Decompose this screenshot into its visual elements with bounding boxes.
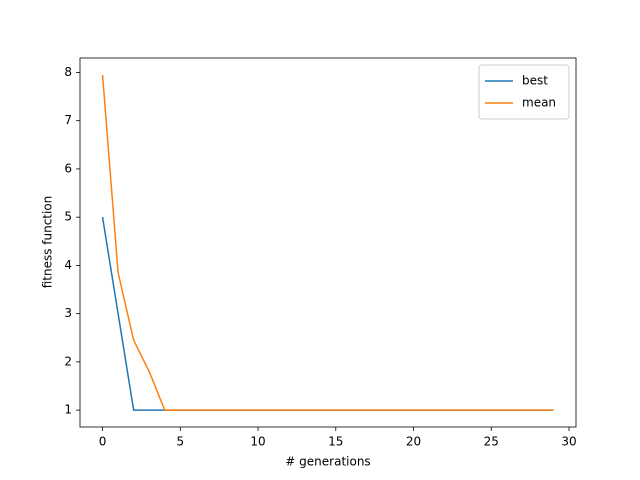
y-tick-label: 8: [64, 65, 72, 79]
x-tick-label: 0: [99, 435, 107, 449]
y-tick-label: 7: [64, 113, 72, 127]
x-tick-label: 5: [176, 435, 184, 449]
y-tick-label: 6: [64, 161, 72, 175]
x-tick-label: 20: [406, 435, 421, 449]
x-tick-label: 15: [328, 435, 343, 449]
legend-label: mean: [522, 96, 556, 110]
x-tick-label: 10: [250, 435, 265, 449]
y-tick-label: 4: [64, 258, 72, 272]
y-tick-label: 1: [64, 403, 72, 417]
legend-box: [478, 64, 570, 120]
x-tick-label: 30: [561, 435, 576, 449]
x-tick-label: 25: [484, 435, 499, 449]
legend-label: best: [522, 74, 548, 88]
line-series: [101, 74, 554, 411]
y-tick-label: 3: [64, 306, 72, 320]
y-tick-label: 2: [64, 354, 72, 368]
y-axis-label: fitness function: [41, 196, 55, 289]
y-tick-label: 5: [64, 210, 72, 224]
axes-frame: [79, 57, 577, 428]
x-axis-label: # generations: [285, 455, 370, 469]
